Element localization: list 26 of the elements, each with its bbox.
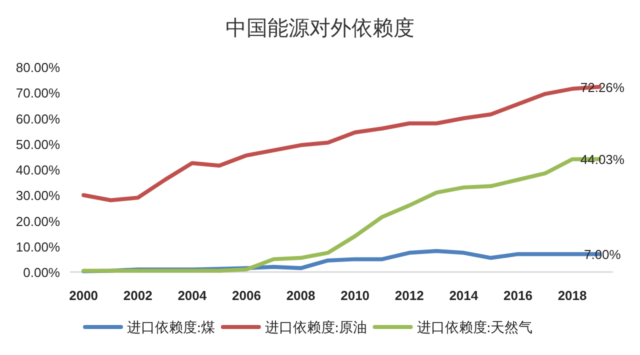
y-tick-label: 80.00% [16,60,60,75]
x-tick-label: 2008 [286,288,316,303]
legend-label: 进口依赖度:煤 [127,320,215,336]
y-tick-label: 30.00% [16,188,60,204]
x-tick-label: 2016 [504,288,532,303]
x-tick-label: 2004 [178,288,208,303]
data-label: 72.26% [580,80,625,95]
legend-label: 进口依赖度:天然气 [416,320,533,336]
y-tick-label: 70.00% [16,86,60,101]
x-tick-label: 2000 [69,288,98,303]
y-tick-label: 50.00% [16,136,60,152]
data-label: 7.00% [584,247,622,262]
chart-title: 中国能源对外依赖度 [226,16,414,40]
x-tick-label: 2014 [449,288,479,303]
y-tick-label: 10.00% [16,239,60,254]
y-tick-label: 20.00% [16,214,60,229]
y-tick-label: 60.00% [16,111,60,126]
x-tick-label: 2012 [394,288,424,303]
x-tick-label: 2002 [123,288,152,303]
x-tick-label: 2018 [558,288,587,303]
x-tick-label: 2006 [232,288,261,303]
y-tick-label: 40.00% [16,162,60,178]
data-label: 44.03% [580,152,625,168]
y-tick-label: 0.00% [23,265,60,280]
legend-label: 进口依赖度:原油 [264,320,367,336]
x-tick-label: 2010 [340,288,370,303]
